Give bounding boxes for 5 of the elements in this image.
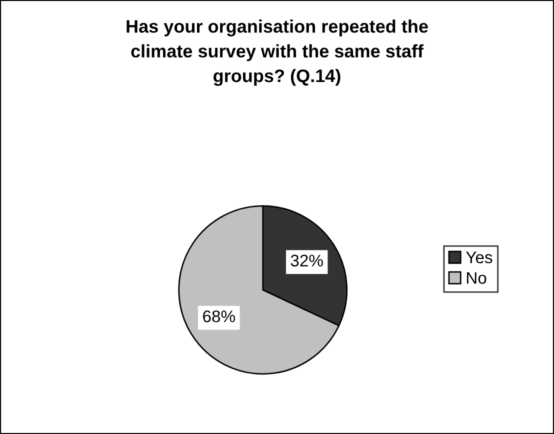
chart-title: Has your organisation repeated the climate survey with the same staff groups? (Q.14) [126,20,428,86]
legend-label: Yes [466,252,492,264]
data-label: 32% [290,254,323,266]
legend-label: No [467,272,486,284]
data-label: 68% [203,310,235,322]
